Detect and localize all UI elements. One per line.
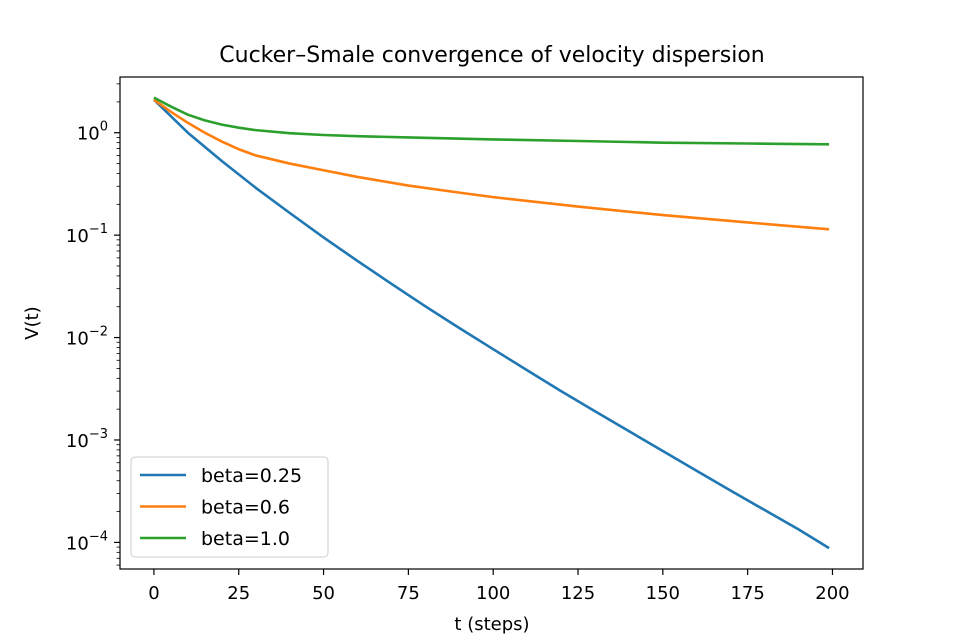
y-tick-label: 10−3 [66,427,108,452]
x-tick-label: 25 [227,583,250,604]
y-tick-label: 100 [77,120,108,145]
plot-area: 0 25 50 75 100 125 150 175 200 10010−110−210−310… [66,76,864,604]
x-tick-label: 150 [646,583,680,604]
series-layer [153,96,830,550]
x-tick-label: 75 [397,583,420,604]
legend-label-2: beta=1.0 [201,528,290,550]
x-tick-label: 125 [561,583,595,604]
chart-title: Cucker–Smale convergence of velocity dis… [219,43,764,68]
x-tick-label: 100 [476,583,510,604]
legend: beta=0.25 beta=0.6 beta=1.0 [130,456,329,558]
x-tick-label: 200 [815,583,849,604]
series-line-2 [153,96,830,146]
x-axis: 0 25 50 75 100 125 150 175 200 [148,569,850,604]
series-line-1 [153,98,830,231]
legend-label-1: beta=0.6 [201,497,290,519]
y-tick-label: 10−2 [66,325,108,350]
legend-label-0: beta=0.25 [201,465,302,487]
y-axis-label: V(t) [22,306,43,339]
legend-box [130,456,329,558]
y-tick-label: 10−1 [66,222,108,247]
x-tick-label: 50 [312,583,335,604]
x-tick-label: 175 [730,583,764,604]
x-tick-label: 0 [148,583,159,604]
y-axis: 100 10−1 10−2 10−3 10−4 [66,83,120,566]
y-tick-label: 10−4 [66,529,108,554]
x-axis-label: t (steps) [454,614,529,635]
series-line-0 [153,98,830,550]
plot-frame [119,76,864,570]
